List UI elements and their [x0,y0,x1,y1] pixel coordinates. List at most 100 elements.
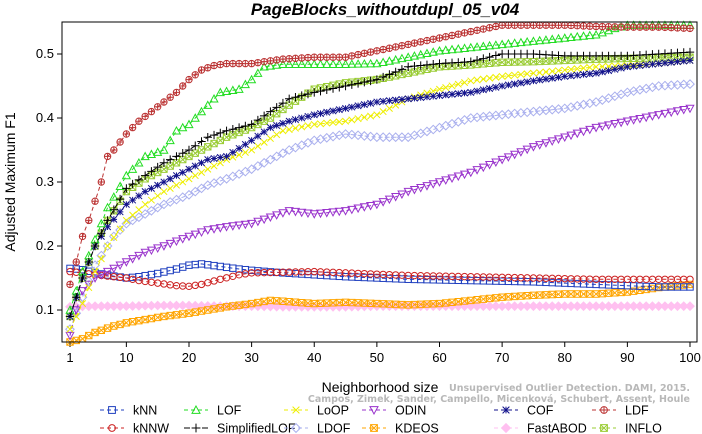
data-point-lof [472,42,482,51]
data-point-simplifiedlof [84,257,93,267]
data-point-cof [310,111,318,119]
y-tick-label: 0.4 [36,110,54,125]
data-point-cof [323,108,331,116]
data-point-ldf [523,21,531,29]
legend-label-knn: kNN [133,404,157,418]
data-point-lof [403,52,413,61]
data-point-odin [497,155,507,165]
data-point-lof [535,35,545,45]
data-point-lof [566,32,576,42]
data-point-ldf [373,47,381,55]
data-point-cof [197,159,206,167]
data-point-odin [522,145,532,155]
data-point-kdeos [197,307,206,315]
data-point-loop [379,108,387,116]
data-point-lof [378,57,388,67]
data-point-simplifiedlof [109,205,119,214]
data-point-knnw [686,275,694,283]
data-point-odin [347,205,357,215]
legend-item-odin: ODIN [362,404,426,418]
data-point-cof [655,60,663,68]
legend-item-knn: kNN [100,404,157,418]
data-point-ldf [116,138,124,146]
data-point-kdeos [153,313,162,322]
data-point-simplifiedlof [159,158,169,167]
data-point-lof [184,119,194,129]
watermark-line-2: Campos, Zimek, Sander, Campello, Micenko… [308,394,690,405]
data-point-loop [172,181,181,189]
data-point-cof [260,128,268,136]
data-point-ldof [65,324,75,335]
data-point-kdeos [636,286,644,294]
y-tick-label: 0.5 [36,46,54,61]
legend-item-simplifiedlof: SimplifiedLOF [184,422,296,434]
data-point-ldf [135,117,143,125]
data-point-kdeos [204,306,212,314]
data-point-ldf [304,53,312,62]
legend-label-ldf: LDF [625,404,649,418]
data-point-odin [109,264,119,274]
data-point-simplifiedlof [397,65,407,74]
data-point-simplifiedlof [278,98,288,108]
data-point-odin [447,174,457,184]
data-point-simplifiedlof [247,120,256,129]
data-point-lof [466,42,476,52]
data-point-ldf [629,23,638,31]
data-point-inflo [179,155,187,164]
data-point-ldf [291,54,300,62]
data-point-loop [561,66,569,74]
data-point-kdeos [479,295,488,303]
data-point-simplifiedlof [322,85,331,95]
data-point-cof [423,93,431,101]
legend-marker [369,406,379,416]
data-point-kdeos [235,301,243,309]
data-point-ldof [246,164,257,175]
data-point-simplifiedlof [372,75,382,84]
data-point-loop [235,151,243,159]
data-point-cof [454,90,462,98]
data-point-loop [147,196,155,204]
data-point-ldf [310,53,318,61]
data-point-odin [71,306,81,315]
data-point-inflo [229,131,237,139]
data-point-odin [365,201,376,211]
data-point-lof [397,53,407,63]
data-point-cof [304,112,312,120]
data-point-knnw [216,275,225,283]
data-point-simplifiedlof [366,76,375,86]
legend-item-knnw: kNNW [100,422,169,434]
data-point-loop [197,168,206,176]
data-point-simplifiedlof [303,89,313,99]
data-point-odin [616,118,626,128]
legend-label-cof: COF [527,404,554,418]
data-point-ldof [685,79,695,89]
data-point-cof [367,99,375,107]
data-point-simplifiedlof [97,229,106,238]
data-point-odin [553,135,564,144]
data-point-cof [110,215,118,223]
data-point-ldf [592,22,600,31]
data-point-simplifiedlof [78,273,87,283]
data-point-kdeos [179,310,187,318]
data-point-cof [511,80,519,88]
data-point-ldf [410,39,419,47]
data-point-ldf [229,59,237,68]
data-point-kdeos [229,302,237,310]
data-point-lof [340,59,351,68]
data-point-knn [686,283,694,291]
data-point-odin [422,182,432,191]
data-point-ldf [623,23,632,31]
data-point-odin [635,114,645,124]
data-point-ldf [260,58,268,66]
legend-marker [108,424,116,432]
data-point-cof [542,75,550,83]
data-point-odin [603,121,614,130]
data-point-lof [522,36,532,46]
data-point-loop [323,119,331,127]
data-point-odin [253,217,263,227]
x-tick-label: 20 [182,350,196,365]
data-point-simplifiedlof [153,162,162,172]
data-point-inflo [410,68,419,76]
series-simplifiedlof [65,47,695,321]
data-point-lof [353,59,363,68]
